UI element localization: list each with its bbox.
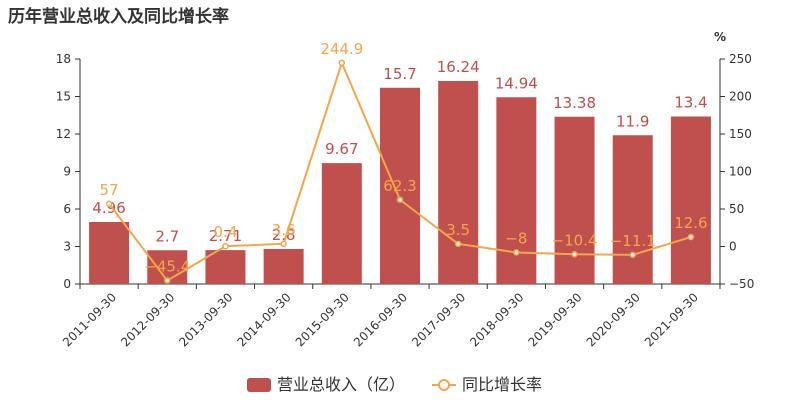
- x-tick-label: 2014-09-30: [235, 290, 294, 349]
- legend-item-growth[interactable]: 同比增长率: [432, 374, 562, 396]
- x-tick-label: 2015-09-30: [293, 290, 352, 349]
- y-left-tick-label: 12: [56, 127, 71, 141]
- growth-point: [396, 196, 404, 204]
- bar-value-label: 9.67: [325, 140, 358, 158]
- bar-value-label: 15.7: [383, 65, 416, 83]
- growth-point: [571, 251, 578, 258]
- growth-point: [513, 249, 520, 256]
- bar: [205, 250, 246, 284]
- growth-value-label: −11.1: [610, 232, 656, 250]
- bar-series: [89, 81, 711, 284]
- growth-value-label: 0.4: [214, 223, 238, 241]
- y-right-tick-label: −50: [729, 277, 754, 291]
- bar-value-label: 13.38: [553, 94, 596, 112]
- bar: [496, 97, 537, 284]
- growth-value-label: −45.4: [144, 258, 190, 276]
- growth-point: [164, 277, 171, 284]
- growth-value-label: 3.5: [446, 221, 470, 239]
- y-left-tick-label: 18: [56, 52, 71, 66]
- growth-point: [105, 200, 113, 207]
- x-tick-label: 2016-09-30: [351, 290, 410, 349]
- bar-value-label: 2.8: [272, 226, 296, 244]
- bar-value-label: 11.9: [616, 112, 649, 130]
- x-tick-label: 2013-09-30: [176, 290, 235, 349]
- legend-item-revenue[interactable]: 营业总收入（亿）: [247, 374, 422, 396]
- y-left-tick-label: 3: [63, 240, 71, 254]
- growth-point: [454, 240, 462, 248]
- y-left-tick-label: 9: [63, 165, 71, 179]
- x-tick-label: 2017-09-30: [409, 290, 468, 349]
- growth-point: [338, 59, 346, 67]
- x-tick-label: 2019-09-30: [525, 290, 584, 349]
- y-left-tick-label: 6: [63, 202, 71, 216]
- bar: [380, 87, 420, 284]
- y-right-tick-label: 100: [729, 165, 752, 179]
- y-right-unit-label: %: [714, 30, 726, 44]
- bar-value-label: 14.94: [495, 74, 538, 92]
- bar: [554, 116, 595, 284]
- chart-title: 历年营业总收入及同比增长率: [8, 7, 229, 27]
- growth-point: [222, 242, 229, 250]
- x-tick-label: 2012-09-30: [118, 290, 177, 349]
- growth-value-label: −8: [505, 230, 527, 248]
- y-right-tick-label: 0: [729, 240, 737, 254]
- legend-label-revenue: 营业总收入（亿）: [277, 375, 406, 394]
- bar: [612, 135, 653, 284]
- bar: [321, 163, 362, 284]
- y-right-tick-label: 250: [729, 52, 752, 66]
- growth-value-label: 12.6: [674, 214, 707, 232]
- growth-value-label: −10.4: [552, 231, 598, 249]
- bar: [438, 81, 479, 284]
- growth-point: [280, 240, 287, 248]
- y-right-tick-label: 50: [729, 202, 744, 216]
- line-series: [105, 59, 695, 284]
- bar-value-label: 16.24: [437, 58, 480, 76]
- growth-value-label: 57: [100, 181, 119, 199]
- bar-value-label: 13.4: [674, 94, 707, 112]
- y-right-tick-label: 200: [729, 90, 752, 104]
- x-tick-label: 2018-09-30: [467, 290, 526, 349]
- y-left-tick-label: 15: [56, 90, 71, 104]
- y-right-tick-label: 150: [729, 127, 752, 141]
- bar-labels: 4.96 2.7 2.71 2.8 9.67 15.7 16.24 14.94 13.38 11.…: [92, 58, 707, 245]
- bar-value-label: 2.71: [209, 227, 242, 245]
- bar: [670, 116, 711, 284]
- x-tick-label: 2020-09-30: [584, 290, 643, 349]
- growth-value-label: 244.9: [320, 40, 363, 58]
- legend: 营业总收入（亿） 同比增长率: [0, 374, 800, 396]
- growth-value-label: 62.3: [383, 177, 416, 195]
- x-tick-label: 2021-09-30: [642, 290, 701, 349]
- bar: [89, 222, 130, 284]
- growth-value-label: 3.6: [272, 221, 296, 239]
- legend-dot-growth: [438, 379, 450, 391]
- line-labels: 57 −45.4 0.4 3.6 244.9 62.3 3.5 −8 −10.4 −11.1 12.…: [100, 40, 708, 276]
- y-left-tick-label: 0: [63, 277, 71, 291]
- bar-value-label: 2.7: [155, 227, 179, 245]
- x-tick-label: 2011-09-30: [60, 290, 119, 349]
- growth-point: [629, 251, 636, 259]
- legend-label-growth: 同比增长率: [462, 375, 543, 394]
- bar: [263, 249, 304, 284]
- growth-point: [687, 233, 695, 241]
- bar-value-label: 4.96: [92, 199, 125, 217]
- legend-swatch-revenue: [247, 378, 271, 392]
